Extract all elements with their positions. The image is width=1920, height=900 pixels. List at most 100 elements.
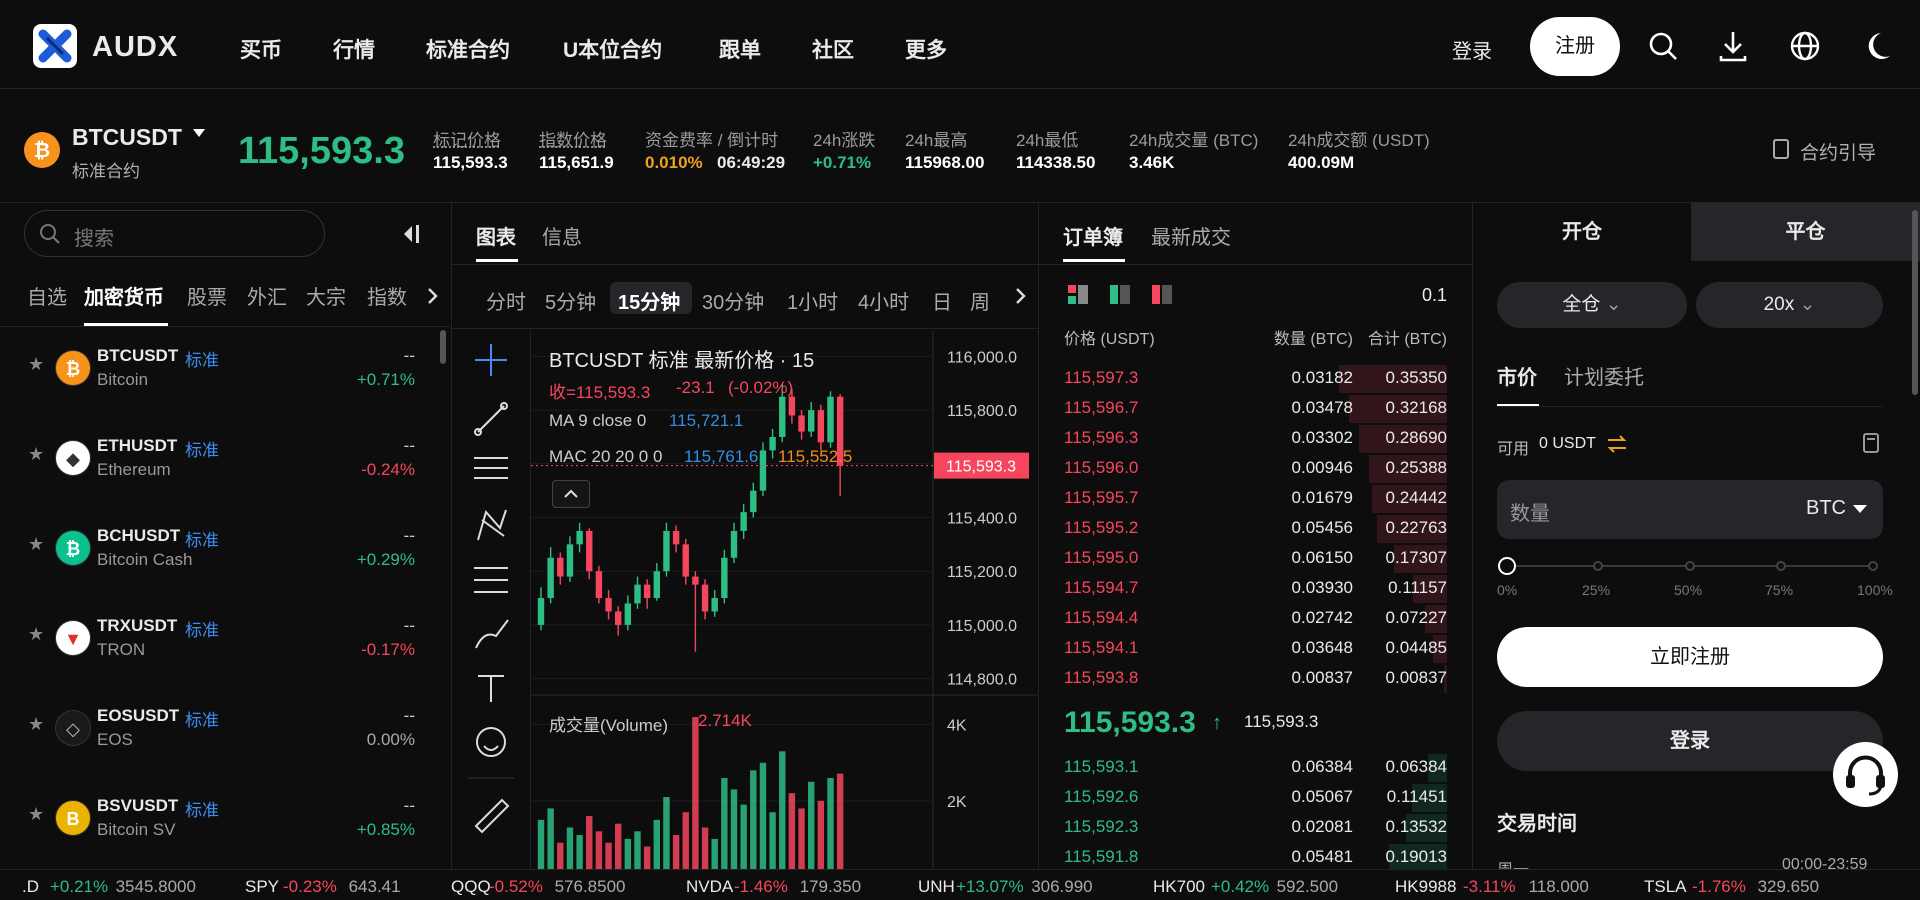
interval[interactable]: 5分钟	[545, 292, 597, 314]
text-tool[interactable]	[478, 675, 504, 702]
nav-item[interactable]: 行情	[333, 39, 375, 62]
brand[interactable]: AUDX	[92, 31, 179, 63]
interval[interactable]: 日	[932, 292, 952, 314]
view-asks[interactable]	[1152, 285, 1172, 304]
search-box[interactable]	[24, 210, 325, 257]
market-symbol[interactable]: BCHUSDT	[97, 526, 181, 545]
login-button[interactable]: 登录	[1497, 711, 1883, 771]
transfer-icon[interactable]	[1606, 434, 1628, 454]
book-price[interactable]: 115,594.4	[1064, 608, 1139, 627]
margin-select[interactable]: 全仓 ⌄	[1497, 282, 1687, 328]
order-tab[interactable]: 计划委托	[1564, 367, 1644, 389]
star-icon[interactable]: ★	[28, 804, 45, 824]
view-bids[interactable]	[1110, 285, 1130, 304]
book-price[interactable]: 115,591.8	[1064, 847, 1139, 866]
emoji-tool[interactable]	[476, 727, 506, 757]
quote-symbol[interactable]: .D	[22, 877, 39, 896]
download-icon[interactable]	[1719, 32, 1747, 62]
quote-symbol[interactable]: HK9988	[1395, 877, 1457, 896]
search-icon[interactable]	[1649, 32, 1677, 60]
globe-icon[interactable]	[1790, 31, 1820, 61]
chart-tab[interactable]: 信息	[542, 227, 582, 249]
register-button[interactable]: 立即注册	[1497, 627, 1883, 687]
order-tab[interactable]: 市价	[1497, 367, 1537, 389]
market-tab[interactable]: 加密货币	[84, 287, 164, 309]
book-price[interactable]: 115,596.7	[1064, 398, 1139, 417]
close-tab[interactable]: 平仓	[1691, 203, 1920, 261]
line-tool[interactable]	[477, 405, 505, 433]
nav-item[interactable]: U本位合约	[563, 39, 663, 62]
register-button[interactable]: 注册	[1530, 17, 1620, 76]
pattern-tool[interactable]	[477, 509, 507, 541]
crosshair-tool[interactable]	[475, 344, 507, 376]
view-both[interactable]	[1068, 285, 1088, 304]
quote-symbol[interactable]: NVDA	[686, 877, 734, 896]
nav-item[interactable]: 标准合约	[426, 39, 510, 62]
star-icon[interactable]: ★	[28, 624, 45, 644]
orderbook-tab[interactable]: 最新成交	[1151, 227, 1231, 249]
legend-toggle[interactable]	[552, 480, 590, 508]
theme-icon[interactable]	[1868, 33, 1890, 59]
interval[interactable]: 15分钟	[618, 292, 681, 314]
logo-icon[interactable]	[33, 24, 77, 68]
book-price[interactable]: 115,596.3	[1064, 428, 1139, 447]
market-symbol[interactable]: BSVUSDT	[97, 796, 179, 815]
login-link[interactable]: 登录	[1452, 41, 1492, 63]
leverage-select[interactable]: 20x ⌄	[1696, 282, 1883, 328]
market-tab[interactable]: 外汇	[247, 287, 287, 309]
nav-item[interactable]: 更多	[905, 39, 947, 62]
interval[interactable]: 4小时	[858, 292, 910, 314]
quote-symbol[interactable]: SPY	[245, 877, 280, 896]
qty-input[interactable]	[1497, 480, 1883, 539]
market-symbol[interactable]: TRXUSDT	[97, 616, 178, 635]
star-icon[interactable]: ★	[28, 714, 45, 734]
symbol[interactable]: BTCUSDT	[72, 124, 182, 150]
market-tab[interactable]: 指数	[367, 287, 407, 309]
nav-item[interactable]: 跟单	[719, 39, 761, 62]
tick-size[interactable]: 0.1	[1421, 285, 1447, 305]
fib-tool[interactable]	[474, 567, 508, 593]
quote-symbol[interactable]: QQQ	[451, 877, 491, 896]
book-price[interactable]: 115,592.6	[1064, 787, 1139, 806]
book-price[interactable]: 115,592.3	[1064, 817, 1139, 836]
brush-tool[interactable]	[475, 619, 509, 649]
interval[interactable]: 分时	[486, 292, 526, 314]
quote-symbol[interactable]: TSLA	[1644, 877, 1687, 896]
book-price[interactable]: 115,595.2	[1064, 518, 1139, 537]
market-symbol[interactable]: ETHUSDT	[97, 436, 178, 455]
nav-item[interactable]: 社区	[812, 39, 854, 62]
quote-symbol[interactable]: UNH	[918, 877, 955, 896]
market-symbol[interactable]: BTCUSDT	[97, 346, 179, 365]
market-tab[interactable]: 股票	[187, 287, 227, 309]
calculator-icon[interactable]	[1862, 432, 1880, 454]
star-icon[interactable]: ★	[28, 354, 45, 374]
book-price[interactable]: 115,595.0	[1064, 548, 1139, 567]
nav-item[interactable]: 买币	[240, 39, 282, 62]
slider-handle[interactable]	[1498, 557, 1516, 575]
orderbook-tab[interactable]: 订单簿	[1063, 227, 1123, 249]
book-price[interactable]: 115,593.1	[1064, 757, 1139, 776]
chart-tab[interactable]: 图表	[476, 227, 516, 249]
star-icon[interactable]: ★	[28, 534, 45, 554]
book-price[interactable]: 115,597.3	[1064, 368, 1139, 387]
market-tab[interactable]: 自选	[27, 287, 67, 309]
parallel-tool[interactable]	[474, 457, 508, 479]
dropdown-icon[interactable]	[1852, 504, 1868, 514]
interval[interactable]: 1小时	[787, 292, 839, 314]
ruler-tool[interactable]	[474, 798, 510, 834]
market-symbol[interactable]: EOSUSDT	[97, 706, 180, 725]
book-price[interactable]: 115,593.8	[1064, 668, 1139, 687]
star-icon[interactable]: ★	[28, 444, 45, 464]
open-tab[interactable]: 开仓	[1473, 203, 1691, 261]
more-arrow[interactable]	[426, 286, 440, 306]
support-button[interactable]	[1833, 742, 1898, 807]
guide-link[interactable]: 合约引导	[1800, 143, 1877, 164]
interval[interactable]: 30分钟	[702, 292, 765, 314]
book-price[interactable]: 115,594.1	[1064, 638, 1139, 657]
interval[interactable]: 周	[970, 292, 990, 314]
book-price[interactable]: 115,596.0	[1064, 458, 1139, 477]
qty-unit[interactable]: BTC	[1806, 497, 1846, 519]
quote-symbol[interactable]: HK700	[1153, 877, 1205, 896]
book-price[interactable]: 115,594.7	[1064, 578, 1139, 597]
collapse-icon[interactable]	[400, 222, 424, 246]
